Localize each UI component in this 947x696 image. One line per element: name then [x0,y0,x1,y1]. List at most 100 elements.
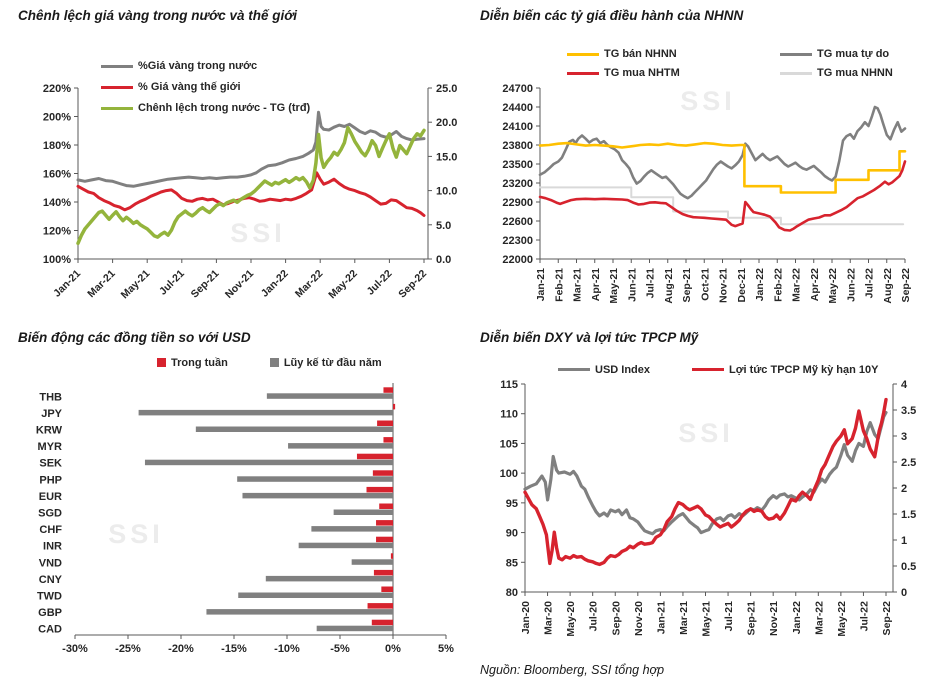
watermark: SSI [680,86,736,116]
y-tick-label: 24400 [502,102,533,114]
x-tick-label: Sep-20 [610,601,622,636]
x-tick-label: May-22 [827,268,839,304]
x-tick-label: Mar-21 [572,268,584,302]
legend-label: TG mua tự do [817,48,890,60]
y-tick-label: 22000 [502,254,533,266]
x-tick-label: Apr-21 [590,268,602,301]
legend-swatch-square [269,358,279,367]
legend-label: Chênh lệch trong nước - TG (trđ) [138,102,311,114]
x-tick-label: Jan-22 [259,268,291,300]
legend-currencies: Trong tuần Lũy kế từ đầu năm [157,354,424,372]
x-tick-label: Sep-22 [900,268,912,303]
y-tick-label: 85 [506,557,518,569]
legend-item: TG mua tự do [780,48,893,60]
x-tick-label: Mar-22 [813,601,825,635]
series-line-0 [76,110,426,188]
legend-item: Chênh lệch trong nước - TG (trđ) [101,102,310,114]
category-label: EUR [39,491,62,503]
series-line-1 [76,171,426,217]
x-tick-label: Nov-21 [768,601,780,636]
x-tick-label: Jul-22 [858,601,870,632]
bar-ytd-PHP [237,476,393,482]
y2-tick-label: 2 [901,483,907,495]
y-tick-label: 160% [43,169,71,181]
bar-ytd-CAD [316,625,393,632]
y-tick-label: 22900 [502,197,533,209]
category-label: INR [43,541,62,553]
x-tick-label: -15% [221,643,247,655]
legend-swatch-line [101,106,133,110]
legend-label: % Giá vàng thế giới [138,81,241,93]
bar-ytd-CHF [311,526,393,532]
x-tick-label: Nov-21 [718,268,730,303]
legend-swatch-square [157,358,166,367]
category-label: CAD [38,624,62,636]
bar-ytd-TWD [238,592,393,598]
bar-ytd-VND [351,559,393,565]
series-line-0 [539,186,905,226]
x-tick-label: Dec-21 [736,268,748,303]
legend-item: TG mua NHNN [780,67,893,79]
y-tick-label: 22600 [502,216,533,228]
x-tick-label: Jan-22 [754,268,766,301]
x-tick-label: May-22 [836,601,848,637]
legend-swatch-line [558,368,590,371]
legend-swatch-line [101,85,133,89]
y-tick-label: 105 [500,438,518,450]
bar-week-EUR [366,486,393,493]
bar-ytd-KRW [195,426,393,432]
x-tick-label: Aug-22 [882,268,894,304]
x-tick-label: Feb-21 [553,268,565,302]
y2-tick-label: 20.0 [436,117,457,129]
x-tick-label: Sep-22 [396,268,429,301]
chart-dxy: SSI 80 85 90 95 100 105 110 115 0 0.5 1 1.5 2 2.5 3 3.5 4… [500,379,917,637]
legend-item: Lũy kế từ đầu năm [269,356,382,369]
legend-label: TG mua NHTM [604,67,680,79]
y-tick-label: 90 [506,528,518,540]
y-tick-label: 200% [43,112,71,124]
x-tick-label: Jun-21 [626,268,638,302]
category-label: TWD [37,591,62,603]
x-tick-label: -25% [115,643,141,655]
x-tick-label: Jan-21 [535,268,547,301]
bar-week-THB [383,387,393,393]
y2-tick-label: 10.0 [436,186,457,198]
x-tick-label: Aug-21 [663,268,675,304]
bar-week-VND [390,553,393,559]
legend-dxy: USD Index Lợi tức TPCP Mỹ kỳ hạn 10Y [558,358,920,376]
category-label: PHP [39,474,62,486]
bar-ytd-THB [266,393,393,399]
legend-label: USD Index [595,363,651,376]
legend-item: TG mua NHTM [567,67,780,79]
series-line-1 [538,105,907,200]
bar-ytd-INR [298,542,393,549]
legend-item: % Giá vàng thế giới [101,81,310,93]
legend-label: TG mua NHNN [817,67,893,79]
x-tick-label: Mar-21 [85,268,118,301]
x-tick-label: Mar-20 [543,601,555,635]
category-label: SEK [39,458,62,470]
series-line-2 [76,125,426,246]
bar-ytd-GBP [206,609,393,615]
bar-ytd-SGD [333,509,393,515]
bar-week-KRW [377,420,393,426]
x-tick-label: Sep-22 [881,601,893,636]
x-tick-label: Jul-21 [723,601,735,632]
category-label: CNY [39,574,63,586]
legend-label: Lũy kế từ đầu năm [283,356,382,369]
bar-week-SEK [356,453,393,460]
y2-tick-label: 15.0 [436,151,457,163]
category-label: CHF [39,524,62,536]
x-tick-label: -10% [274,643,300,655]
chart-title-gold: Chênh lệch giá vàng trong nước và thế gi… [18,8,298,23]
chart-title-currencies: Biến động các đồng tiền so với USD [18,330,251,345]
x-tick-label: Nov-21 [223,268,256,301]
y-tick-label: 120% [43,226,71,238]
y2-tick-label: 1.5 [901,509,916,521]
category-label: KRW [36,425,63,437]
legend-item: USD Index [558,364,650,376]
watermark: SSI [678,418,734,448]
bar-week-MYR [383,437,393,443]
